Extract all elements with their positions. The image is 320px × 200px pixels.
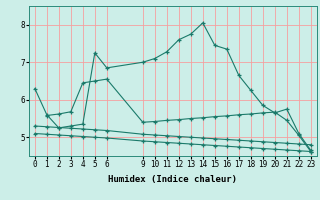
X-axis label: Humidex (Indice chaleur): Humidex (Indice chaleur) — [108, 175, 237, 184]
